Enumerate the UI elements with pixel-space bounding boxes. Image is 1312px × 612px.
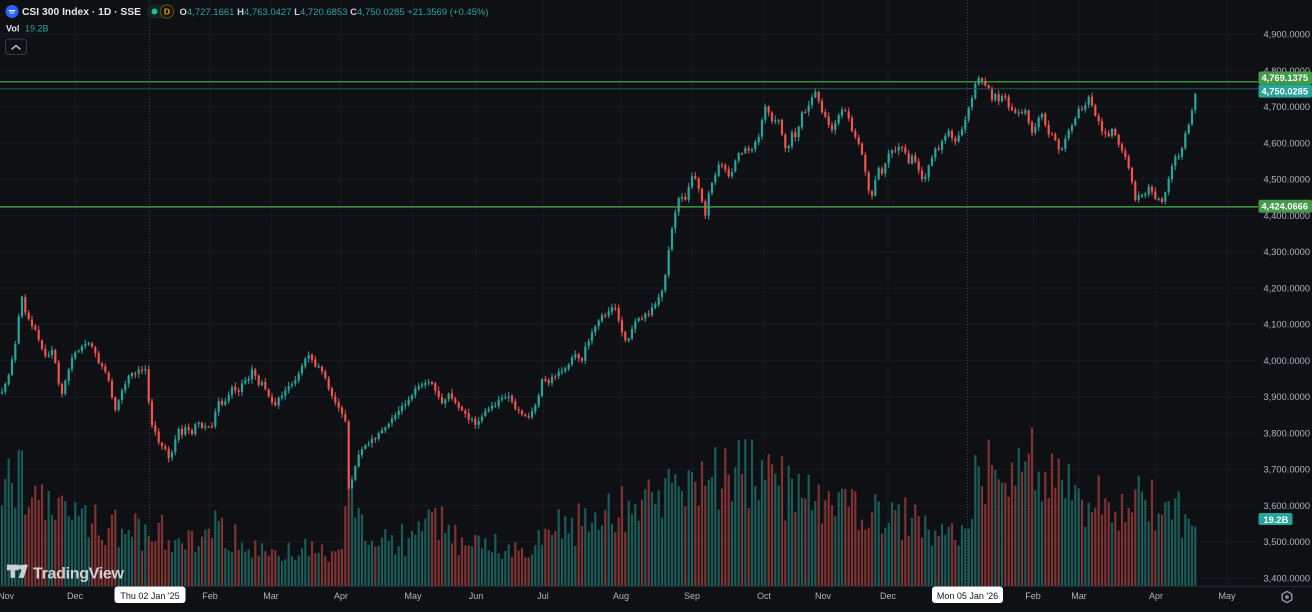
svg-text:3,900.0000: 3,900.0000: [1263, 392, 1310, 402]
svg-text:4,500.0000: 4,500.0000: [1263, 175, 1310, 185]
svg-text:4,600.0000: 4,600.0000: [1263, 138, 1310, 148]
svg-text:Nov: Nov: [0, 591, 14, 601]
svg-text:3,800.0000: 3,800.0000: [1263, 428, 1310, 438]
svg-text:4,200.0000: 4,200.0000: [1263, 283, 1310, 293]
svg-text:CSI 300 Index · 1D · SSE: CSI 300 Index · 1D · SSE: [22, 7, 141, 18]
svg-text:Feb: Feb: [1025, 591, 1041, 601]
svg-text:Thu 02 Jan '25: Thu 02 Jan '25: [120, 591, 179, 601]
svg-text:Apr: Apr: [334, 591, 348, 601]
svg-text:19.2B: 19.2B: [25, 24, 49, 34]
svg-text:May: May: [1218, 591, 1236, 601]
svg-text:4,000.0000: 4,000.0000: [1263, 356, 1310, 366]
svg-text:Sep: Sep: [684, 591, 700, 601]
svg-text:Mar: Mar: [263, 591, 279, 601]
svg-text:3,400.0000: 3,400.0000: [1263, 573, 1310, 583]
svg-text:3,500.0000: 3,500.0000: [1263, 537, 1310, 547]
svg-text:TradingView: TradingView: [33, 565, 125, 582]
svg-text:May: May: [404, 591, 422, 601]
svg-text:19.2B: 19.2B: [1264, 515, 1289, 525]
svg-text:4,424.0666: 4,424.0666: [1261, 201, 1308, 211]
svg-text:Dec: Dec: [880, 591, 897, 601]
svg-text:3,700.0000: 3,700.0000: [1263, 465, 1310, 475]
svg-text:Nov: Nov: [815, 591, 832, 601]
svg-text:4,769.1375: 4,769.1375: [1261, 73, 1308, 83]
svg-text:Mon 05 Jan '26: Mon 05 Jan '26: [937, 591, 998, 601]
svg-text:Mar: Mar: [1071, 591, 1087, 601]
svg-text:Apr: Apr: [1149, 591, 1163, 601]
svg-text:4,300.0000: 4,300.0000: [1263, 247, 1310, 257]
svg-text:Jun: Jun: [469, 591, 484, 601]
svg-text:4,750.0285: 4,750.0285: [1261, 86, 1308, 96]
svg-text:O4,727.1661 H4,763.0427 L4,720: O4,727.1661 H4,763.0427 L4,720.6853 C4,7…: [180, 7, 489, 18]
svg-text:4,100.0000: 4,100.0000: [1263, 320, 1310, 330]
svg-text:Feb: Feb: [202, 591, 218, 601]
svg-text:4,700.0000: 4,700.0000: [1263, 102, 1310, 112]
svg-text:4,900.0000: 4,900.0000: [1263, 30, 1310, 40]
svg-text:Vol: Vol: [6, 24, 19, 34]
svg-text:D: D: [164, 7, 170, 17]
svg-text:3,600.0000: 3,600.0000: [1263, 501, 1310, 511]
svg-text:Oct: Oct: [757, 591, 772, 601]
svg-text:Dec: Dec: [67, 591, 84, 601]
svg-text:Aug: Aug: [613, 591, 629, 601]
svg-text:Jul: Jul: [537, 591, 549, 601]
